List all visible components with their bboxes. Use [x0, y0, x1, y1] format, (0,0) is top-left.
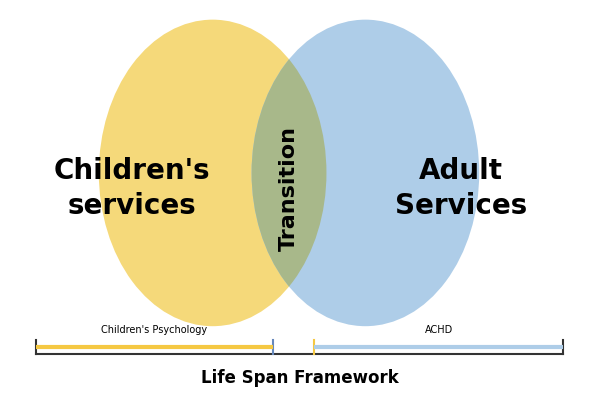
- Ellipse shape: [99, 20, 326, 326]
- Text: Children's
services: Children's services: [53, 157, 210, 220]
- Text: ACHD: ACHD: [425, 325, 453, 335]
- Text: Children's Psychology: Children's Psychology: [101, 325, 207, 335]
- Text: Adult
Services: Adult Services: [395, 157, 527, 220]
- Ellipse shape: [252, 20, 479, 326]
- Text: Life Span Framework: Life Span Framework: [201, 369, 398, 387]
- Text: Transition: Transition: [279, 126, 300, 251]
- Ellipse shape: [99, 20, 326, 326]
